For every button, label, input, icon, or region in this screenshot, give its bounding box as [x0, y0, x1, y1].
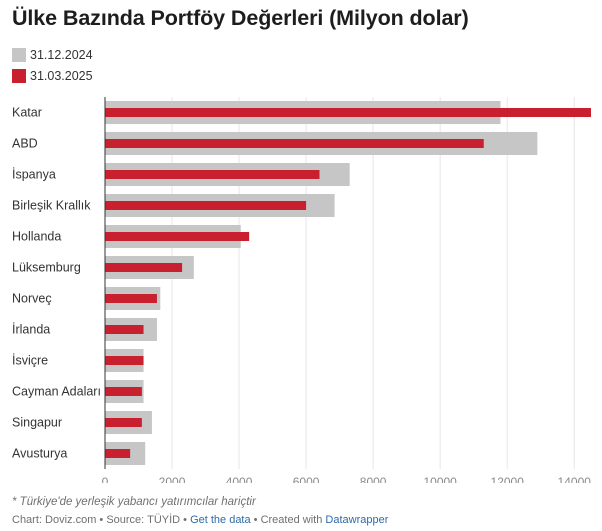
- bar-series-2: [105, 449, 131, 458]
- bar-series-2: [105, 139, 484, 148]
- datawrapper-link[interactable]: Datawrapper: [325, 514, 389, 526]
- bar-series-2: [105, 170, 320, 179]
- bar-series-2: [105, 325, 144, 334]
- source-line: Chart: Doviz.com • Source: TÜYİD • Get t…: [12, 514, 388, 526]
- x-tick-label: 2000: [159, 475, 186, 483]
- category-label: Singapur: [12, 416, 62, 430]
- x-tick-label: 4000: [226, 475, 253, 483]
- source-label: • Source:: [96, 514, 148, 526]
- category-label: Avusturya: [12, 447, 67, 461]
- chart-legend: 31.12.2024 31.03.2025: [12, 45, 93, 87]
- chart-footer: * Türkiye'de yerleşik yabancı yatırımcıl…: [12, 496, 388, 526]
- footnote: * Türkiye'de yerleşik yabancı yatırımcıl…: [12, 496, 256, 508]
- category-label: Cayman Adaları: [12, 385, 101, 399]
- bar-chart: Katar ABD İspanya Birleşik Krallık Hollanda L…: [12, 97, 592, 483]
- category-label: Norveç: [12, 292, 52, 306]
- legend-swatch-series-2: [12, 68, 26, 83]
- x-tick-label: 0: [102, 475, 109, 483]
- x-tick-label: 8000: [360, 475, 387, 483]
- category-label: Birleşik Krallık: [12, 199, 91, 213]
- legend-label-series-2: 31.03.2025: [30, 68, 93, 83]
- created-with-label: • Created with: [250, 514, 326, 526]
- category-label: İsviçre: [12, 354, 48, 368]
- bar-series-2: [105, 294, 157, 303]
- separator: •: [180, 514, 191, 526]
- bar-series-2: [105, 108, 591, 117]
- bar-series-2: [105, 387, 142, 396]
- x-tick-label: 14000: [558, 475, 592, 483]
- legend-label-series-1: 31.12.2024: [30, 47, 93, 62]
- x-tick-label: 10000: [423, 475, 457, 483]
- category-label: ABD: [12, 137, 38, 151]
- bar-series-2: [105, 356, 144, 365]
- chart-credit: Doviz.com: [45, 514, 97, 526]
- x-tick-label: 6000: [293, 475, 320, 483]
- legend-item-series-2: 31.03.2025: [12, 66, 93, 85]
- legend-item-series-1: 31.12.2024: [12, 45, 93, 64]
- legend-swatch-series-1: [12, 47, 26, 62]
- get-the-data-link[interactable]: Get the data: [190, 514, 251, 526]
- category-label: İrlanda: [12, 323, 50, 337]
- x-tick-label: 12000: [491, 475, 525, 483]
- source-name: TÜYİD: [147, 514, 181, 526]
- bar-series-2: [105, 263, 183, 272]
- category-label: Katar: [12, 106, 42, 120]
- chart-credit-label: Chart:: [12, 514, 46, 526]
- bar-series-2: [105, 418, 142, 427]
- bar-series-2: [105, 232, 250, 241]
- bar-series-2: [105, 201, 307, 210]
- category-label: Hollanda: [12, 230, 61, 244]
- category-label: İspanya: [12, 168, 56, 182]
- chart-title: Ülke Bazında Portföy Değerleri (Milyon d…: [12, 6, 469, 30]
- category-label: Lüksemburg: [12, 261, 81, 275]
